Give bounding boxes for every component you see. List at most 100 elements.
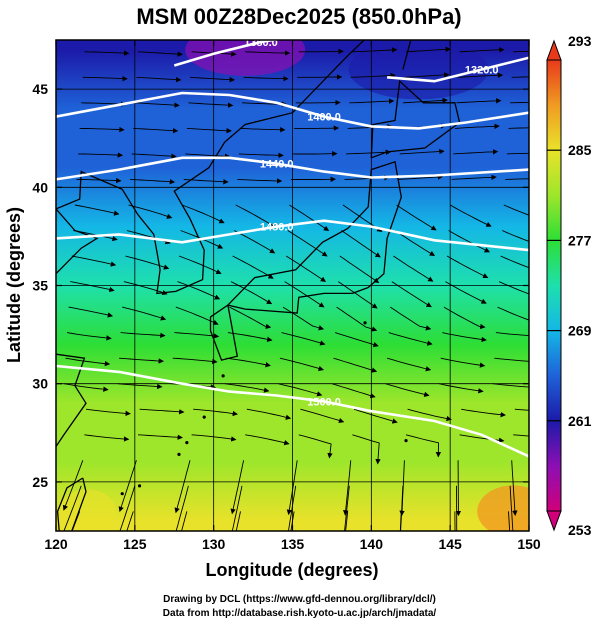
streamline [181, 511, 188, 531]
streamline [390, 306, 432, 331]
streamline [177, 281, 221, 300]
streamline [245, 434, 290, 446]
streamline [333, 357, 378, 373]
streamline [245, 50, 291, 56]
streamline [174, 332, 220, 339]
streamline [137, 51, 183, 57]
coastline [56, 477, 84, 531]
contour-line [56, 91, 529, 130]
streamline [189, 76, 235, 83]
cold-core-anomaly [185, 40, 306, 76]
contour-label: 1380.0 [244, 37, 278, 49]
streamline [235, 204, 277, 228]
streamline [443, 306, 486, 330]
y-axis-label: Latitude (degrees) [4, 207, 24, 363]
streamline [284, 281, 325, 308]
streamline [279, 357, 324, 372]
streamline [117, 383, 163, 390]
streamline [402, 97, 448, 104]
streamline [188, 102, 234, 108]
contour-line [56, 364, 529, 458]
streamline [120, 332, 166, 339]
streamline [231, 485, 243, 531]
streamline [139, 408, 185, 415]
streamline [128, 204, 173, 219]
streamline [232, 255, 274, 279]
streamline [300, 408, 345, 424]
streamline [451, 174, 497, 181]
streamline [227, 332, 273, 342]
colorbar-max-extend [546, 39, 562, 61]
streamline [352, 47, 398, 53]
x-tick-label: 150 [517, 536, 541, 552]
streamline [63, 383, 109, 392]
streamline [337, 281, 378, 309]
streamline [341, 230, 381, 258]
streamline [506, 152, 529, 155]
streamline [131, 153, 177, 159]
streamline [238, 152, 284, 159]
island [185, 441, 189, 445]
colorbar-tick-label: 269 [568, 323, 592, 339]
streamline [502, 230, 529, 242]
x-tick-label: 130 [202, 536, 226, 552]
colorbar-tick-label: 277 [568, 232, 592, 248]
streamline [85, 408, 131, 417]
contour-line [173, 40, 281, 67]
colorbar-tick-label: 253 [568, 522, 592, 538]
streamline [185, 153, 231, 159]
streamline [405, 46, 451, 53]
streamline [136, 76, 182, 83]
colorbar-tick-label: 285 [568, 142, 592, 158]
streamline [226, 357, 271, 368]
streamline [133, 127, 179, 134]
streamline [399, 148, 445, 155]
island [202, 415, 206, 419]
streamline [134, 102, 180, 108]
streamline [79, 126, 125, 133]
chart-title: MSM 00Z28Dec2025 (850.0hPa) [136, 4, 461, 29]
warm-anomaly [59, 489, 116, 531]
credit-data-source: Data from http://database.rish.kyoto-u.a… [162, 608, 437, 619]
streamline [286, 460, 298, 516]
island [221, 374, 225, 378]
contour-label: 1400.0 [307, 112, 341, 124]
streamline [513, 434, 529, 437]
streamline [497, 306, 529, 321]
streamline [172, 357, 218, 365]
contour-line [56, 156, 529, 181]
streamline [494, 357, 529, 362]
streamline [243, 75, 289, 82]
coastline [227, 160, 402, 314]
streamline [339, 255, 380, 284]
y-tick-label: 30 [32, 376, 48, 392]
credit-dcl: Drawing by DCL (https://www.gfd-dennou.o… [163, 594, 436, 605]
streamline [224, 383, 270, 393]
streamline [399, 460, 405, 517]
streamline [68, 306, 114, 318]
streamline [74, 204, 120, 216]
streamline [498, 281, 529, 295]
y-tick-label: 45 [32, 81, 48, 97]
streamline [352, 434, 381, 465]
streamline [233, 230, 276, 254]
colorbar-scale [546, 59, 562, 512]
streamline [65, 357, 111, 367]
streamline [396, 204, 437, 231]
streamline [130, 178, 176, 185]
coastline [153, 141, 226, 295]
coastline [224, 40, 366, 143]
contour-label: 1440.0 [260, 159, 294, 171]
streamline [511, 76, 529, 78]
streamline [457, 72, 504, 78]
streamline [514, 408, 529, 411]
y-tick-label: 40 [32, 179, 48, 195]
streamline [175, 485, 189, 531]
streamline [290, 511, 295, 531]
x-axis-label: Longitude (degrees) [205, 560, 378, 580]
axes: 120 125 130 135 140 145 150 25 30 35 40 45 [32, 40, 541, 552]
contour-label: 1320.0 [465, 64, 499, 76]
streamline [350, 72, 396, 79]
streamline [278, 383, 323, 397]
